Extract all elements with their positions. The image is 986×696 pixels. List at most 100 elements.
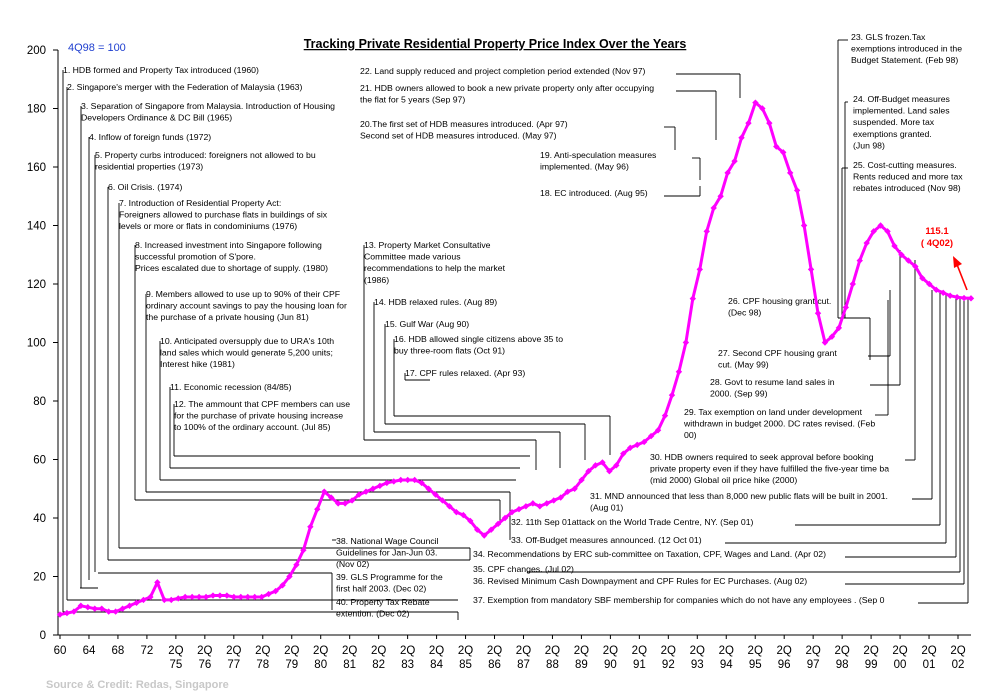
- event-annotation-line: 19. Anti-speculation measures: [540, 150, 657, 160]
- data-point: [550, 497, 557, 504]
- data-point: [877, 222, 884, 229]
- data-point: [835, 324, 843, 332]
- event-annotation-line: Prices escalated due to shortage of supp…: [135, 263, 328, 273]
- x-tick-label: 2Q: [197, 645, 212, 657]
- event-annotation-line: 27. Second CPF housing grant: [718, 348, 837, 358]
- data-point: [91, 605, 98, 612]
- event-annotation-line: 30. HDB owners required to seek approval…: [650, 452, 874, 462]
- data-point: [786, 169, 794, 177]
- last-value-label: 115.1: [925, 226, 949, 237]
- data-point: [293, 561, 300, 568]
- event-annotation-line: (Jun 98): [853, 140, 885, 150]
- data-point: [780, 149, 787, 156]
- event-annotation: 37. Exemption from mandatory SBF members…: [473, 595, 885, 605]
- event-annotation: 30. HDB owners required to seek approval…: [650, 452, 889, 485]
- data-point: [112, 608, 119, 615]
- event-annotation-line: (Nov 02): [336, 559, 369, 569]
- data-point: [487, 526, 495, 533]
- data-point: [953, 293, 961, 301]
- event-annotation-line: 34. Recommendations by ERC sub-committee…: [473, 549, 826, 559]
- data-point: [807, 266, 815, 273]
- y-tick-label: 60: [33, 455, 46, 467]
- data-point: [926, 280, 933, 288]
- data-point: [849, 280, 856, 288]
- event-annotation: 32. 11th Sep 01attack on the World Trade…: [511, 517, 754, 527]
- data-point: [627, 444, 634, 451]
- y-tick-label: 140: [27, 221, 46, 233]
- event-annotation-line: (Aug 01): [590, 503, 623, 513]
- event-annotation: 20.The first set of HDB measures introdu…: [360, 119, 568, 141]
- x-tick-label: 2Q: [834, 645, 849, 657]
- event-annotation-line: 35. CPF changes. (Jul 02): [473, 564, 574, 574]
- data-point: [418, 479, 425, 487]
- data-point: [369, 485, 377, 492]
- series-layer: [56, 99, 975, 618]
- event-annotation: 7. Introduction of Residential Property …: [119, 198, 328, 231]
- data-point: [939, 289, 947, 296]
- x-tick-label: 72: [141, 645, 154, 657]
- event-annotation: 6. Oil Crisis. (1974): [108, 182, 182, 192]
- event-annotation-line: Committee made various: [364, 252, 461, 262]
- data-point: [328, 494, 335, 501]
- annotation-labels: 1. HDB formed and Property Tax introduce…: [63, 32, 963, 619]
- base-note: 4Q98 = 100: [68, 42, 126, 54]
- data-point: [773, 143, 780, 150]
- data-point: [689, 295, 697, 302]
- data-point: [397, 476, 404, 484]
- data-point: [828, 333, 836, 340]
- data-point: [348, 497, 356, 504]
- data-point: [905, 257, 912, 264]
- data-point: [640, 438, 648, 446]
- x-tick-label-year: 92: [662, 659, 675, 671]
- data-point: [717, 193, 724, 200]
- event-annotation: 36. Revised Minimum Cash Downpayment and…: [473, 576, 807, 586]
- data-point: [557, 494, 564, 501]
- event-annotation-line: 25. Cost-cutting measures.: [853, 160, 957, 170]
- data-point: [439, 497, 446, 504]
- data-point: [237, 593, 245, 601]
- x-tick-label: 2Q: [226, 645, 241, 657]
- event-annotation-line: extention. (Dec 02): [336, 609, 410, 619]
- event-annotation-line: 7. Introduction of Residential Property …: [119, 198, 281, 208]
- data-point: [842, 304, 850, 311]
- data-point: [77, 602, 85, 609]
- data-point: [195, 593, 203, 601]
- event-annotation: 33. Off-Budget measures announced. (12 O…: [511, 535, 702, 545]
- data-point: [564, 488, 571, 495]
- data-point: [529, 500, 537, 507]
- x-tick-label-year: 79: [285, 659, 298, 671]
- event-annotation-line: 3. Separation of Singapore from Malaysia…: [81, 101, 335, 111]
- data-point: [543, 500, 550, 507]
- data-point: [738, 134, 745, 141]
- event-annotation-line: buy three-room flats (Oct 91): [394, 346, 505, 356]
- data-point: [668, 391, 676, 399]
- event-annotation-line: Rents reduced and more tax: [853, 172, 963, 182]
- event-annotation-line: the flat for 5 years (Sep 97): [360, 95, 465, 105]
- x-tick-label-year: 83: [401, 659, 414, 671]
- x-tick-label: 2Q: [371, 645, 386, 657]
- x-tick-label: 2Q: [921, 645, 936, 657]
- data-point: [154, 579, 161, 586]
- x-tick-label-year: 77: [227, 659, 240, 671]
- x-tick-label-year: 02: [952, 659, 965, 671]
- event-annotation-line: 20.The first set of HDB measures introdu…: [360, 119, 568, 129]
- event-annotation-line: (1986): [364, 275, 389, 285]
- x-tick-label-year: 90: [604, 659, 617, 671]
- x-tick-label: 2Q: [516, 645, 531, 657]
- x-tick-label-year: 80: [314, 659, 327, 671]
- event-annotation-line: 32. 11th Sep 01attack on the World Trade…: [511, 517, 754, 527]
- x-tick-label-year: 84: [430, 659, 443, 671]
- data-point: [703, 228, 710, 235]
- data-point: [133, 599, 140, 607]
- x-tick-label: 2Q: [255, 645, 270, 657]
- last-value-arrow: [953, 256, 968, 291]
- data-point: [147, 593, 154, 601]
- data-point: [432, 491, 439, 498]
- event-annotation: 17. CPF rules relaxed. (Apr 93): [405, 368, 525, 378]
- event-annotation: 9. Members allowed to use up to 90% of t…: [146, 289, 347, 322]
- event-annotation: 31. MND announced that less than 8,000 n…: [590, 491, 888, 513]
- y-tick-label: 180: [27, 104, 46, 116]
- data-point: [216, 592, 224, 599]
- data-point: [453, 508, 460, 516]
- event-annotation-line: implemented. (May 96): [540, 162, 629, 172]
